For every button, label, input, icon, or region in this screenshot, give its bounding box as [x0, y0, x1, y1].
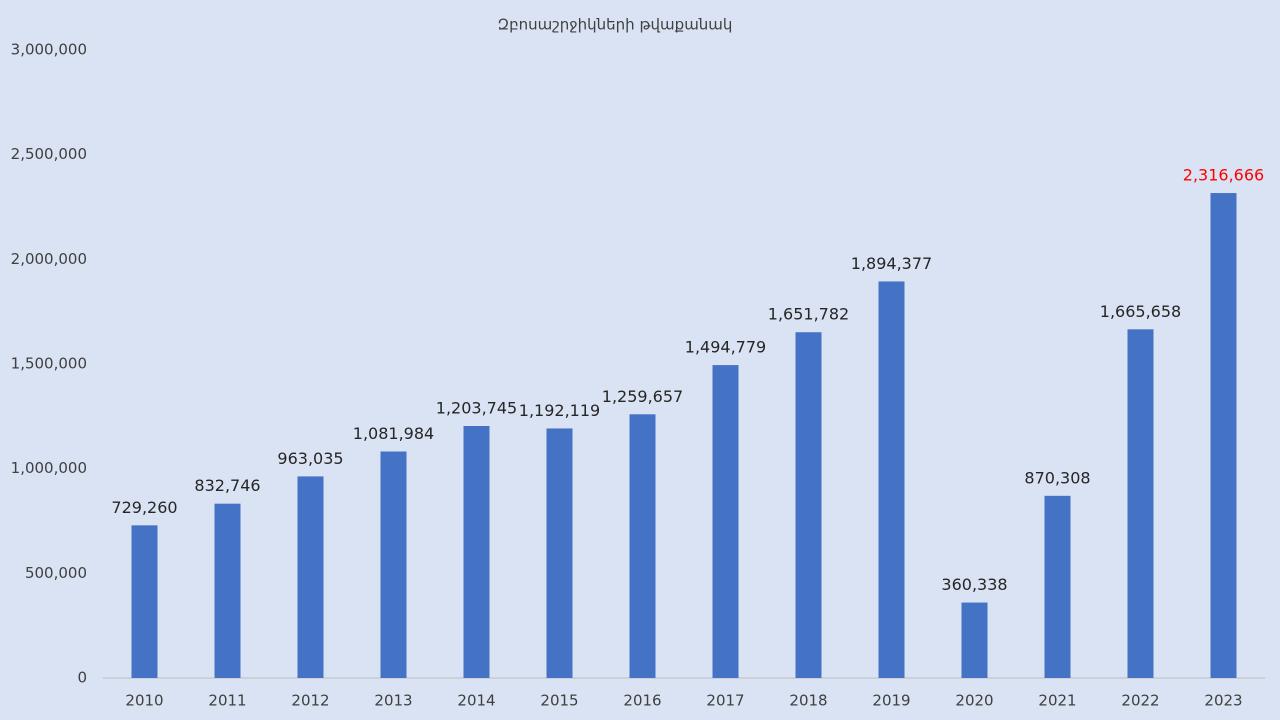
data-label: 1,665,658: [1100, 302, 1181, 321]
y-tick-label: 1,000,000: [11, 459, 87, 477]
bar: [878, 281, 905, 678]
x-tick-label: 2015: [540, 692, 578, 710]
data-label: 1,203,745: [436, 399, 517, 418]
bar: [214, 503, 241, 678]
y-tick-label: 3,000,000: [11, 41, 87, 59]
chart-title: Զբոսաշրջիկների թվաքանակ: [498, 16, 733, 34]
x-tick-label: 2014: [457, 692, 495, 710]
x-tick-label: 2013: [374, 692, 412, 710]
y-tick-label: 500,000: [25, 564, 87, 582]
bar: [380, 451, 407, 678]
data-label: 963,035: [277, 449, 343, 468]
data-label: 870,308: [1024, 468, 1090, 487]
y-tick-label: 2,000,000: [11, 250, 87, 268]
data-label: 1,894,377: [851, 254, 932, 273]
bar: [1044, 495, 1071, 678]
data-label: 1,651,782: [768, 305, 849, 324]
x-tick-label: 2016: [623, 692, 661, 710]
data-label: 2,316,666: [1183, 166, 1264, 185]
x-tick-label: 2012: [291, 692, 329, 710]
bar: [795, 332, 822, 678]
x-tick-label: 2018: [789, 692, 827, 710]
x-tick-label: 2017: [706, 692, 744, 710]
y-tick-label: 1,500,000: [11, 355, 87, 373]
data-label: 729,260: [111, 498, 177, 517]
x-tick-label: 2020: [955, 692, 993, 710]
data-label: 1,192,119: [519, 401, 600, 420]
x-tick-label: 2023: [1204, 692, 1242, 710]
bar: [629, 414, 656, 678]
x-tick-label: 2022: [1121, 692, 1159, 710]
data-label: 832,746: [194, 476, 260, 495]
bar: [712, 365, 739, 678]
y-tick-label: 2,500,000: [11, 145, 87, 163]
bar: [1127, 329, 1154, 678]
bar: [1210, 193, 1237, 678]
data-label: 1,259,657: [602, 387, 683, 406]
bar: [131, 525, 158, 678]
x-tick-label: 2021: [1038, 692, 1076, 710]
x-tick-label: 2011: [208, 692, 246, 710]
x-tick-label: 2010: [125, 692, 163, 710]
bar: [297, 476, 324, 678]
data-label: 360,338: [941, 575, 1007, 594]
data-label: 1,494,779: [685, 338, 766, 357]
bar: [463, 426, 490, 678]
bar: [546, 428, 573, 678]
x-tick-label: 2019: [872, 692, 910, 710]
bar: [961, 602, 988, 678]
data-label: 1,081,984: [353, 424, 434, 443]
y-tick-label: 0: [77, 669, 87, 687]
